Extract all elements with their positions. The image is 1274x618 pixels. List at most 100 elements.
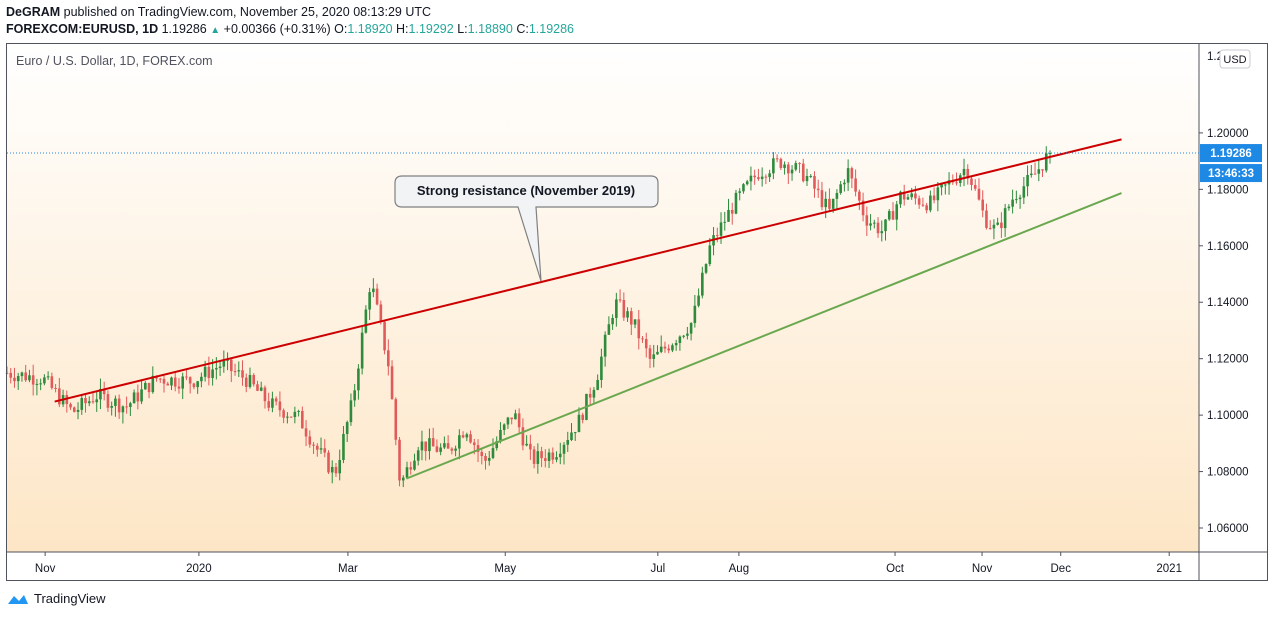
candle-body	[551, 452, 555, 460]
close-label: C:	[516, 22, 529, 36]
candle-body	[480, 451, 484, 457]
candle-body	[962, 168, 966, 176]
candle-body	[450, 448, 454, 451]
currency-label: USD	[1223, 54, 1246, 66]
candle-body	[99, 388, 102, 400]
candle-body	[809, 175, 813, 177]
candle-body	[58, 388, 61, 405]
candle-body	[484, 456, 487, 461]
candle-body	[297, 410, 300, 412]
candle-body	[742, 184, 745, 192]
candle-body	[992, 224, 996, 229]
candle-body	[222, 360, 226, 367]
candle-body	[708, 245, 712, 265]
candle-body	[764, 176, 768, 178]
currency-badge[interactable]: USD	[1219, 49, 1251, 69]
candle-body	[215, 367, 218, 370]
author-name[interactable]: DeGRAM	[6, 5, 61, 19]
price-axis[interactable]: 1.06000 1.08000 1.10000 1.12000 1.14000 1.160…	[1199, 51, 1249, 535]
candle-body	[401, 477, 405, 481]
candle-body	[988, 227, 992, 229]
candle-body	[730, 209, 734, 214]
candle-body	[1037, 169, 1041, 174]
candle-body	[114, 398, 117, 406]
candle-body	[315, 445, 319, 450]
callout-bubble[interactable]	[394, 175, 659, 282]
x-tick-label: 2021	[1156, 563, 1182, 575]
candle-body	[110, 405, 113, 408]
candle-body	[544, 458, 547, 461]
symbol-info: FOREXCOM:EURUSD, 1D 1.19286 ▲ +0.00366 (…	[6, 22, 574, 36]
candle-body	[977, 188, 981, 200]
candle-body	[286, 416, 289, 418]
candle-body	[603, 334, 607, 357]
close-value: 1.19286	[528, 22, 574, 36]
candle-body	[9, 372, 13, 378]
candle-body	[353, 390, 356, 401]
candle-body	[293, 411, 297, 418]
candle-body	[925, 205, 928, 211]
candle-body	[357, 368, 360, 391]
candle-body	[944, 184, 947, 186]
time-axis[interactable]: Nov 2020 Mar May Jul Aug Oct Nov Dec 2021	[35, 552, 1182, 575]
candle-body	[1041, 169, 1044, 171]
annotation-callout[interactable]: Strong resistance (November 2019)	[394, 175, 659, 282]
y-tick-label: 1.10000	[1207, 410, 1249, 422]
currency-badge-box[interactable]	[1219, 49, 1251, 69]
candle-body	[24, 372, 27, 381]
countdown-tag	[1200, 164, 1262, 183]
candle-body	[536, 451, 540, 464]
chart-frame	[6, 43, 1268, 581]
candle-body	[1003, 208, 1007, 229]
trendlines-group[interactable]	[7, 138, 1199, 480]
candle-body	[790, 169, 794, 174]
tradingview-brand: TradingView	[34, 591, 106, 606]
candle-body	[383, 321, 386, 351]
candle-body	[454, 448, 457, 451]
candle-body	[652, 354, 656, 359]
candle-body	[1030, 173, 1033, 175]
candle-body	[540, 451, 543, 459]
candle-body	[173, 377, 177, 387]
candle-body	[615, 299, 618, 318]
open-value: 1.18920	[347, 22, 393, 36]
tradingview-logo[interactable]: TradingView	[6, 591, 106, 606]
candle-body	[13, 377, 16, 382]
candle-body	[28, 375, 31, 381]
low-value: 1.18890	[467, 22, 513, 36]
candle-body	[413, 460, 416, 470]
candle-body	[248, 375, 252, 387]
candle-body	[973, 185, 977, 189]
candle-body	[887, 211, 891, 220]
x-tick-label: Mar	[338, 563, 358, 575]
candle-body	[854, 178, 857, 192]
candle-body	[289, 416, 293, 418]
candle-body	[562, 444, 566, 454]
candle-body	[783, 164, 786, 168]
candle-body	[95, 399, 99, 403]
candle-body	[704, 264, 708, 273]
resistance-trendline[interactable]	[54, 138, 1122, 403]
candle-body	[338, 459, 342, 474]
candle-body	[323, 448, 327, 453]
candle-body	[132, 392, 136, 404]
high-value: 1.19292	[408, 22, 454, 36]
candle-body	[278, 401, 282, 411]
candle-body	[715, 235, 719, 237]
candle-body	[368, 292, 371, 310]
candle-body	[364, 309, 368, 333]
candle-body	[514, 413, 517, 420]
candle-body	[816, 188, 820, 191]
candle-body	[966, 168, 970, 179]
candle-body	[267, 401, 270, 408]
candle-body	[678, 336, 682, 343]
support-trendline[interactable]	[405, 192, 1122, 480]
candle-body	[510, 417, 513, 420]
candle-body	[633, 319, 637, 325]
candle-body	[50, 376, 54, 388]
candle-body	[891, 211, 895, 220]
candle-body	[917, 198, 921, 205]
candle-body	[129, 403, 132, 407]
candle-body	[581, 414, 585, 420]
